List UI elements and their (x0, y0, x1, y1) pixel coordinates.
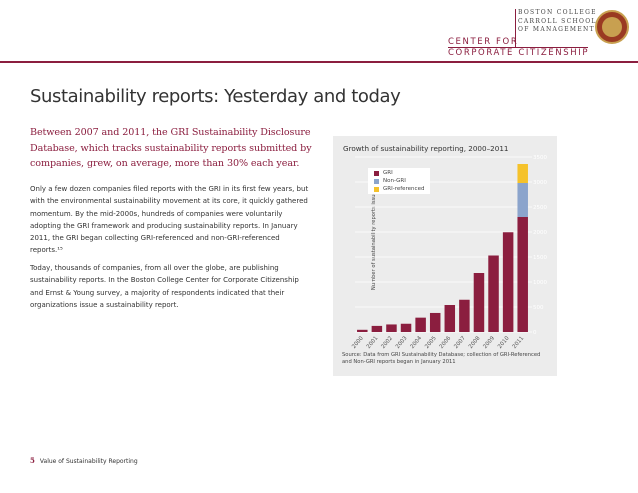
page-number: 5 (30, 456, 35, 465)
bar-gri-2008 (473, 273, 485, 332)
brand-logo: BOSTON COLLEGE CARROLL SCHOOL OF MANAGEM… (430, 6, 630, 58)
college-line-1: BOSTON COLLEGE (518, 9, 597, 16)
y-tick-label: 2500 (533, 205, 547, 211)
chart-legend: GRI Non-GRI GRI-referenced (368, 168, 430, 194)
brand-divider (515, 9, 516, 47)
x-tick-label-2000: 2000 (351, 335, 365, 350)
college-line-2: CARROLL SCHOOL (518, 17, 597, 25)
center-for-label: CENTER FOR (448, 37, 519, 47)
x-tick-label-2006: 2006 (439, 335, 453, 350)
x-tick-label-2003: 2003 (395, 335, 409, 350)
college-name: BOSTON COLLEGE CARROLL SCHOOL OF MANAGEM… (518, 9, 597, 35)
bar-gri-referenced-2011 (517, 164, 528, 183)
college-seal-icon (595, 10, 629, 44)
x-tick-label-2009: 2009 (482, 335, 496, 350)
x-tick-label-2001: 2001 (366, 335, 380, 350)
bar-gri-2007 (459, 299, 470, 332)
bar-gri-2002 (386, 324, 397, 332)
college-line-3: OF MANAGEMENT (518, 26, 595, 33)
x-tick-label-2011: 2011 (512, 335, 526, 350)
x-tick-label-2002: 2002 (380, 335, 394, 350)
body-paragraph-2: Today, thousands of companies, from all … (30, 264, 299, 309)
y-tick-label: 3500 (533, 155, 547, 161)
y-tick-label: 2000 (533, 230, 547, 236)
y-tick-label: 3000 (533, 180, 547, 186)
bar-gri-2004 (415, 317, 426, 332)
footer-text: Value of Sustainability Reporting (39, 458, 138, 465)
page-title: Sustainability reports: Yesterday and to… (30, 86, 401, 107)
bar-non-gri-2011 (517, 183, 528, 217)
bar-gri-2006 (444, 305, 456, 332)
y-tick-label: 1000 (533, 280, 547, 286)
y-tick-label: 500 (533, 305, 544, 311)
bar-gri-2005 (429, 312, 441, 332)
bar-gri-2003 (400, 323, 412, 332)
brand-underline (448, 47, 588, 48)
header-rule (0, 61, 638, 63)
legend-label-non-gri: Non-GRI (383, 178, 406, 184)
body-paragraph-1: Only a few dozen companies filed reports… (30, 185, 309, 255)
y-tick-label: 1500 (533, 255, 547, 261)
bar-gri-2009 (488, 255, 499, 332)
bar-gri-2011 (517, 217, 528, 332)
page-footer: 5 Value of Sustainability Reporting (30, 456, 138, 465)
x-tick-label-2008: 2008 (468, 335, 482, 350)
x-tick-label-2005: 2005 (424, 335, 438, 350)
legend-label-gri: GRI (383, 170, 393, 176)
bar-gri-2010 (502, 232, 514, 332)
x-tick-label-2010: 2010 (497, 335, 511, 350)
x-tick-label-2007: 2007 (453, 335, 467, 350)
lead-paragraph: Between 2007 and 2011, the GRI Sustainab… (30, 127, 312, 170)
legend-label-gri-referenced: GRI-referenced (383, 186, 425, 192)
legend-swatch-gri-referenced (374, 187, 379, 192)
y-tick-label: 0 (533, 330, 537, 336)
bar-gri-2000 (357, 329, 368, 332)
x-tick-label-2004: 2004 (410, 335, 424, 350)
bar-gri-2001 (371, 325, 383, 332)
legend-swatch-non-gri (374, 179, 379, 184)
chart-source-note: Source: Data from GRI Sustainability Dat… (342, 352, 541, 366)
legend-swatch-gri (374, 171, 379, 176)
chart-title: Growth of sustainability reporting, 2000… (343, 144, 509, 153)
corporate-citizenship-label: CORPORATE CITIZENSHIP (448, 48, 590, 58)
